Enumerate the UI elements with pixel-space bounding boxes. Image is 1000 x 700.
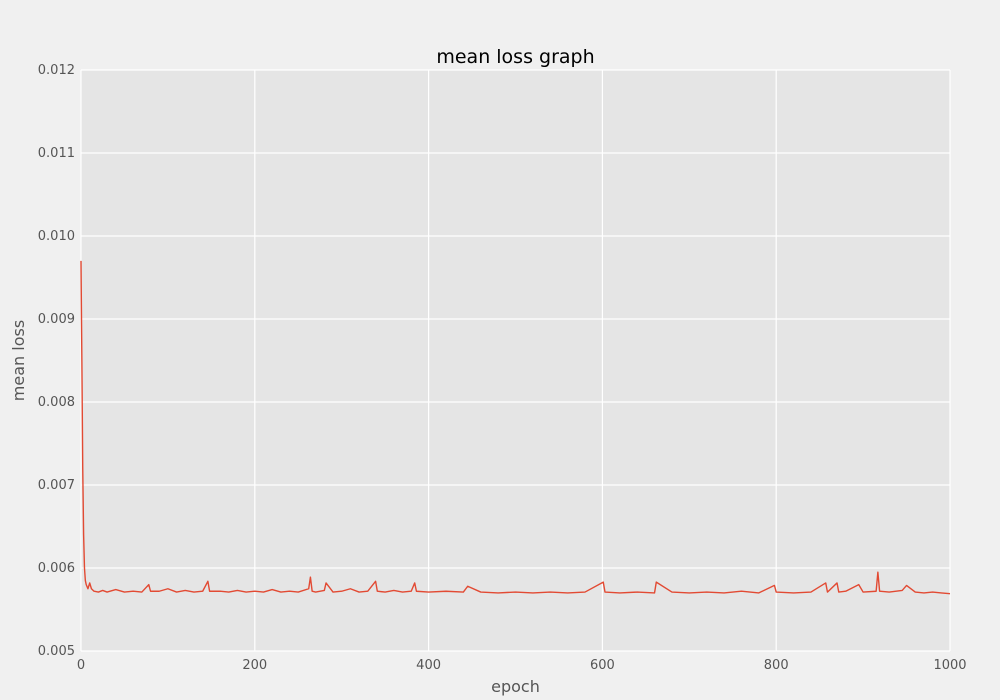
- x-tick-label: 600: [590, 658, 615, 673]
- x-tick-label: 0: [77, 658, 85, 673]
- tick-labels: 0 200 400 600 800 1000 0.005 0.006 0.007 0.008 0.0…: [38, 63, 967, 673]
- x-tick-label: 400: [416, 658, 441, 673]
- x-tick-label: 800: [764, 658, 789, 673]
- x-tick-label: 200: [242, 658, 267, 673]
- y-tick-label: 0.009: [38, 312, 75, 327]
- y-tick-label: 0.006: [38, 561, 75, 576]
- y-tick-label: 0.012: [38, 63, 75, 78]
- series-line: [80, 260, 951, 595]
- grid-lines: [80, 69, 951, 652]
- x-axis-label: epoch: [491, 677, 540, 696]
- series-lines: [80, 260, 951, 595]
- y-axis-label: mean loss: [9, 320, 28, 401]
- y-tick-label: 0.007: [38, 478, 75, 493]
- plot-area: [81, 70, 950, 651]
- y-tick-label: 0.008: [38, 395, 75, 410]
- chart-title: mean loss graph: [436, 46, 594, 68]
- y-tick-label: 0.011: [38, 146, 75, 161]
- y-tick-label: 0.010: [38, 229, 75, 244]
- x-tick-label: 1000: [933, 658, 966, 673]
- y-tick-label: 0.005: [38, 644, 75, 659]
